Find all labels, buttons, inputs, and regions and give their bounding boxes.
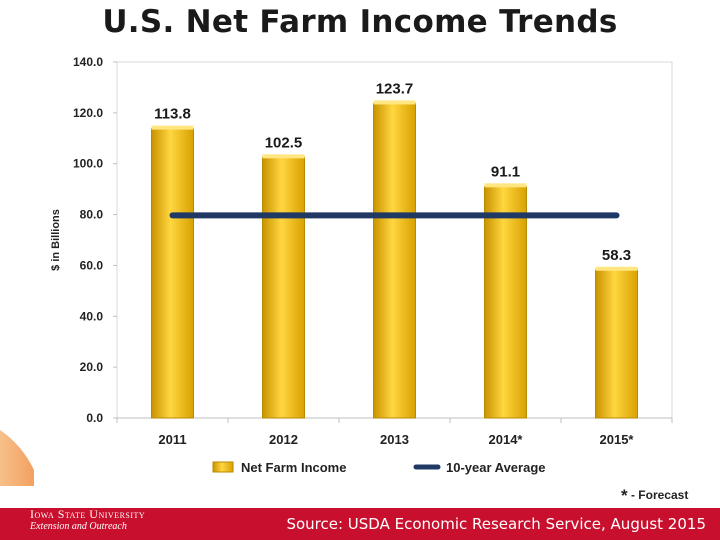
legend-swatch-net-farm-income (212, 461, 234, 473)
data-label: 91.1 (491, 163, 520, 180)
x-tick-label: 2014* (489, 432, 524, 447)
logo-extension-text: Extension and Outreach (30, 521, 127, 532)
footer-band (0, 508, 720, 540)
y-tick-label: 40.0 (80, 309, 104, 323)
bar-2015 (595, 269, 638, 419)
legend-label-10-year-average: 10-year Average (446, 460, 546, 475)
bar-top-highlight (595, 266, 638, 271)
forecast-star: * (621, 486, 628, 505)
logo-university-name: Iowa State University (30, 507, 146, 521)
y-tick-label: 0.0 (86, 411, 103, 425)
y-tick-label: 60.0 (80, 258, 104, 272)
y-tick-label: 80.0 (80, 208, 104, 222)
decorative-swoosh (0, 430, 34, 486)
data-label: 58.3 (602, 247, 631, 264)
bar-top-highlight (151, 125, 194, 130)
data-label: 113.8 (154, 106, 191, 123)
bar-top-highlight (484, 183, 527, 188)
bar-2011 (151, 128, 194, 419)
page-title: U.S. Net Farm Income Trends (102, 4, 618, 40)
y-axis-title: $ in Billions (50, 209, 62, 271)
y-tick-label: 140.0 (73, 55, 103, 69)
x-tick-label: 2012 (269, 432, 298, 447)
y-tick-label: 100.0 (73, 157, 103, 171)
y-tick-label: 20.0 (80, 360, 104, 374)
bar-top-highlight (373, 100, 416, 105)
source-citation: Source: USDA Economic Research Service, … (286, 515, 706, 533)
x-tick-label: 2013 (380, 432, 409, 447)
data-label: 123.7 (376, 80, 414, 97)
bar-2014 (484, 185, 527, 419)
data-label: 102.5 (265, 134, 303, 151)
university-logo: Iowa State University Extension and Outr… (30, 507, 145, 532)
forecast-note: * - Forecast (621, 486, 688, 506)
x-tick-label: 2015* (600, 432, 635, 447)
x-tick-label: 2011 (158, 432, 186, 447)
bar-2012 (262, 156, 305, 419)
legend-label-net-farm-income: Net Farm Income (241, 460, 346, 475)
bar-2013 (373, 102, 416, 419)
y-tick-label: 120.0 (73, 106, 103, 120)
bar-top-highlight (262, 154, 305, 159)
forecast-text: - Forecast (627, 488, 689, 502)
